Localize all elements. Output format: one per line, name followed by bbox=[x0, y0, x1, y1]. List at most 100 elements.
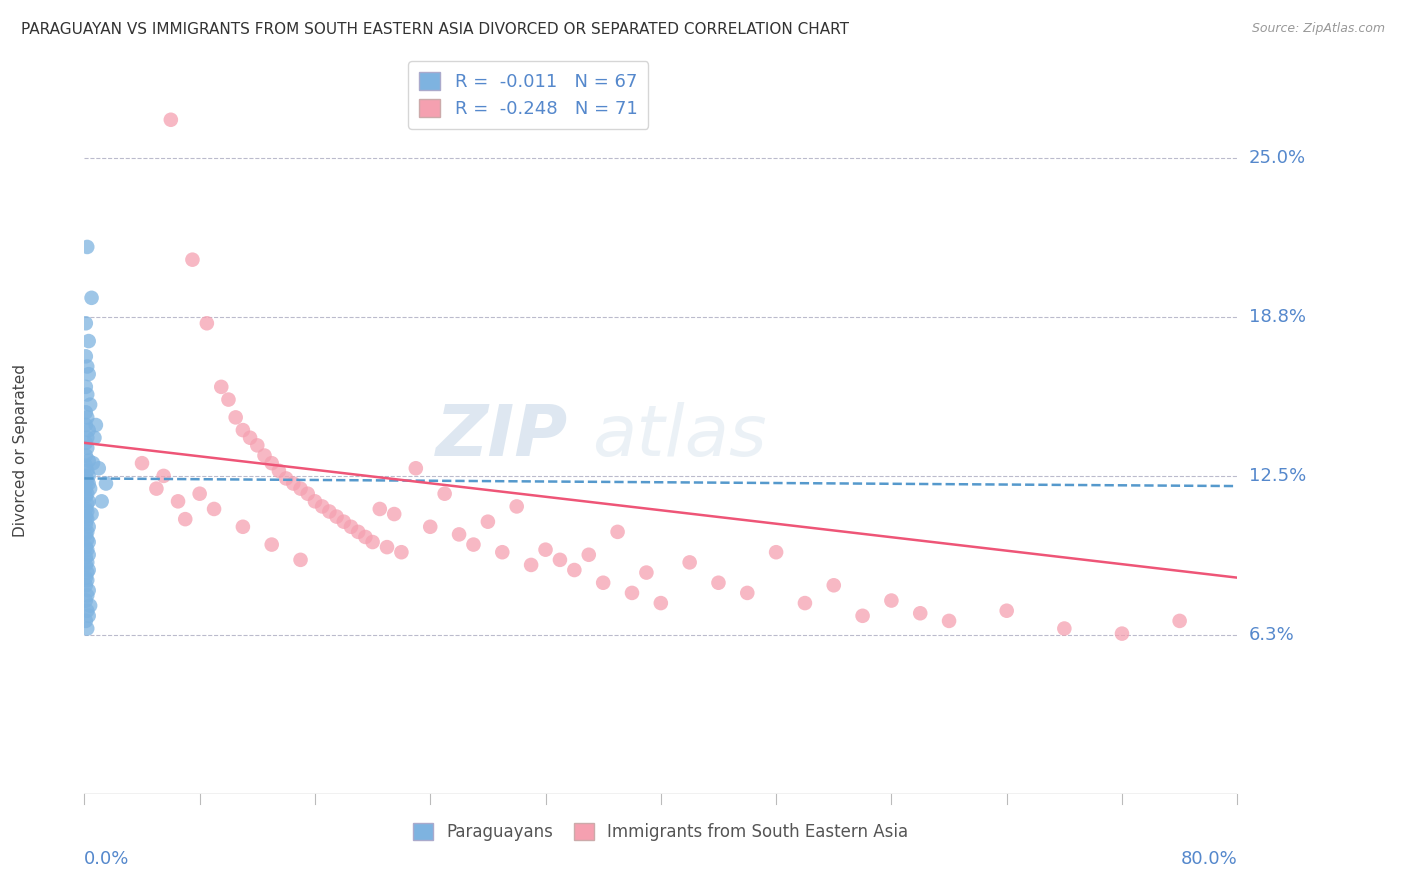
Point bbox=[76, 387, 98, 401]
Point bbox=[76, 441, 98, 455]
Point bbox=[1111, 626, 1133, 640]
Point bbox=[477, 515, 499, 529]
Point bbox=[290, 482, 312, 496]
Point bbox=[90, 494, 112, 508]
Point bbox=[75, 540, 97, 554]
Point bbox=[75, 458, 97, 473]
Point bbox=[232, 423, 254, 437]
Point bbox=[267, 464, 290, 478]
Point bbox=[253, 449, 276, 463]
Point bbox=[76, 497, 98, 511]
Point bbox=[76, 474, 98, 488]
Point bbox=[77, 469, 100, 483]
Point bbox=[152, 469, 174, 483]
Point bbox=[354, 530, 377, 544]
Point bbox=[449, 527, 471, 541]
Point bbox=[145, 482, 167, 496]
Point bbox=[79, 398, 101, 412]
Point bbox=[707, 575, 730, 590]
Point bbox=[75, 435, 97, 450]
Point bbox=[391, 545, 413, 559]
Point bbox=[75, 527, 97, 541]
Point bbox=[318, 504, 340, 518]
Point bbox=[87, 461, 110, 475]
Point bbox=[76, 431, 98, 445]
Text: 6.3%: 6.3% bbox=[1249, 626, 1295, 644]
Point bbox=[650, 596, 672, 610]
Point bbox=[77, 583, 100, 598]
Point bbox=[80, 507, 103, 521]
Point bbox=[534, 542, 557, 557]
Point bbox=[76, 486, 98, 500]
Point bbox=[852, 608, 875, 623]
Point bbox=[75, 482, 97, 496]
Point bbox=[592, 575, 614, 590]
Point bbox=[77, 608, 100, 623]
Point bbox=[621, 586, 644, 600]
Text: Divorced or Separated: Divorced or Separated bbox=[14, 364, 28, 537]
Point bbox=[636, 566, 658, 580]
Point bbox=[76, 533, 98, 547]
Point bbox=[76, 359, 98, 374]
Point bbox=[75, 349, 97, 363]
Point bbox=[765, 545, 787, 559]
Point bbox=[75, 469, 97, 483]
Text: Source: ZipAtlas.com: Source: ZipAtlas.com bbox=[1251, 22, 1385, 36]
Point bbox=[1053, 622, 1076, 636]
Point bbox=[76, 410, 98, 425]
Text: 0.0%: 0.0% bbox=[84, 850, 129, 868]
Point bbox=[76, 555, 98, 569]
Point bbox=[297, 486, 319, 500]
Point bbox=[75, 517, 97, 532]
Point bbox=[76, 524, 98, 539]
Point bbox=[260, 538, 283, 552]
Point bbox=[375, 540, 398, 554]
Point bbox=[260, 456, 283, 470]
Point bbox=[76, 604, 98, 618]
Point bbox=[195, 316, 218, 330]
Point bbox=[77, 563, 100, 577]
Point bbox=[76, 504, 98, 518]
Point bbox=[75, 489, 97, 503]
Point bbox=[794, 596, 817, 610]
Point bbox=[910, 607, 932, 621]
Point bbox=[880, 593, 903, 607]
Point bbox=[75, 502, 97, 516]
Point bbox=[679, 555, 702, 569]
Point bbox=[340, 520, 363, 534]
Point bbox=[76, 542, 98, 557]
Point bbox=[75, 578, 97, 592]
Point bbox=[77, 535, 100, 549]
Point bbox=[578, 548, 600, 562]
Point bbox=[283, 476, 305, 491]
Point bbox=[79, 599, 101, 613]
Point bbox=[209, 380, 232, 394]
Point bbox=[239, 431, 262, 445]
Point bbox=[995, 604, 1018, 618]
Point bbox=[347, 524, 370, 539]
Point bbox=[77, 367, 100, 381]
Point bbox=[188, 486, 211, 500]
Point bbox=[463, 538, 485, 552]
Point bbox=[76, 464, 98, 478]
Point bbox=[82, 456, 104, 470]
Point bbox=[75, 509, 97, 524]
Point bbox=[83, 431, 105, 445]
Point bbox=[405, 461, 427, 475]
Point bbox=[232, 520, 254, 534]
Point bbox=[167, 494, 190, 508]
Point bbox=[174, 512, 197, 526]
Point bbox=[75, 316, 97, 330]
Text: 12.5%: 12.5% bbox=[1249, 467, 1306, 485]
Point bbox=[77, 494, 100, 508]
Point bbox=[520, 558, 543, 572]
Point bbox=[225, 410, 247, 425]
Point bbox=[491, 545, 513, 559]
Point bbox=[75, 550, 97, 565]
Point bbox=[564, 563, 586, 577]
Point bbox=[419, 520, 441, 534]
Point bbox=[131, 456, 153, 470]
Point bbox=[361, 535, 384, 549]
Legend: Paraguayans, Immigrants from South Eastern Asia: Paraguayans, Immigrants from South Easte… bbox=[404, 813, 918, 851]
Point bbox=[84, 417, 107, 432]
